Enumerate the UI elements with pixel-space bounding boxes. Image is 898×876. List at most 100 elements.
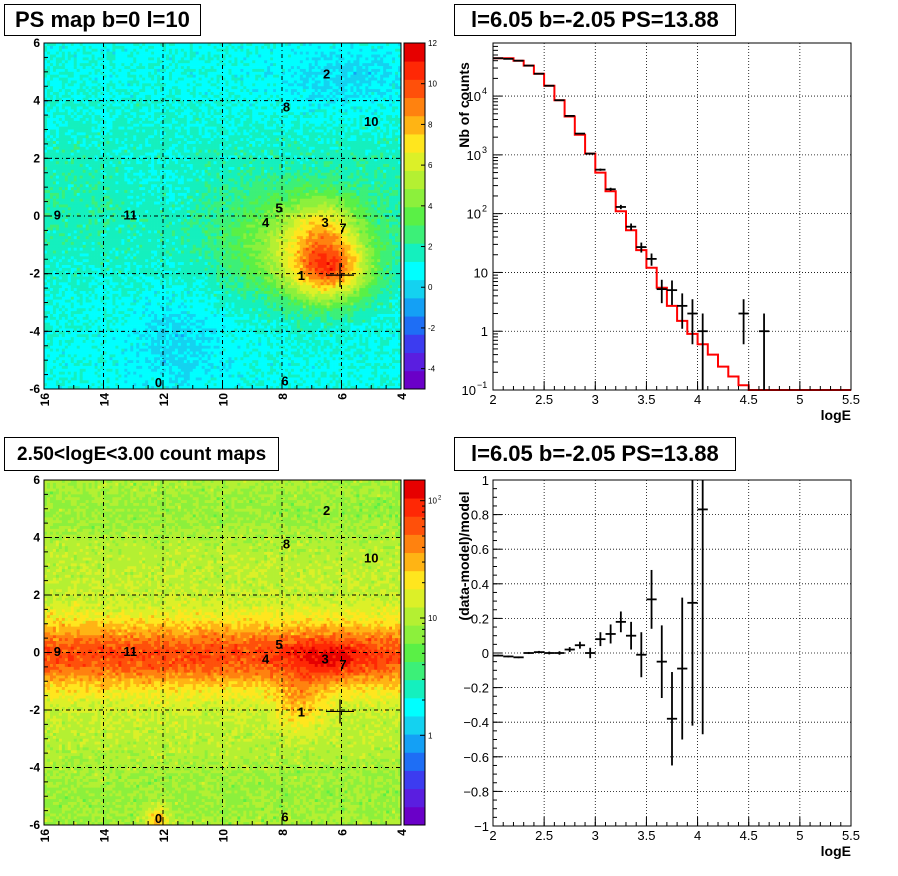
map-cell xyxy=(79,123,84,127)
map-cell xyxy=(264,155,268,159)
map-cell xyxy=(216,120,220,125)
map-cell xyxy=(219,152,223,156)
map-cell xyxy=(103,123,107,127)
map-cell xyxy=(174,54,179,58)
map-cell xyxy=(100,103,104,107)
map-cell xyxy=(204,103,208,107)
map-cell xyxy=(58,135,63,139)
map-cell xyxy=(380,123,384,127)
map-cell xyxy=(207,100,211,104)
map-cell xyxy=(148,138,152,142)
map-cell xyxy=(237,54,241,58)
map-cell xyxy=(302,63,307,67)
map-cell xyxy=(44,112,48,116)
map-cell xyxy=(109,54,113,58)
map-cell xyxy=(237,106,241,110)
map-cell xyxy=(133,60,137,64)
map-cell xyxy=(165,158,170,162)
map-cell xyxy=(109,80,113,84)
map-cell xyxy=(299,120,304,125)
map-cell xyxy=(305,155,310,159)
map-cell xyxy=(216,74,220,78)
map-cell xyxy=(279,97,283,102)
map-cell xyxy=(282,155,286,159)
map-cell xyxy=(255,97,259,102)
map-cell xyxy=(94,94,98,99)
map-cell xyxy=(249,117,253,122)
map-cell xyxy=(320,63,325,67)
map-cell xyxy=(255,115,259,119)
map-cell xyxy=(347,109,351,113)
map-cell xyxy=(151,149,155,153)
map-cell xyxy=(198,71,203,76)
map-cell xyxy=(139,132,143,136)
map-cell xyxy=(362,126,366,130)
map-cell xyxy=(273,80,277,84)
map-cell xyxy=(204,43,208,47)
map-cell xyxy=(115,54,119,58)
map-cell xyxy=(302,152,307,156)
map-cell xyxy=(296,129,301,133)
map-cell xyxy=(121,60,125,64)
map-cell xyxy=(237,109,241,113)
map-cell xyxy=(398,45,402,50)
map-cell xyxy=(130,123,134,127)
map-cell xyxy=(234,77,238,81)
map-cell xyxy=(183,86,188,90)
map-cell xyxy=(377,123,381,127)
map-cell xyxy=(261,135,265,139)
map-cell xyxy=(228,106,232,110)
map-cell xyxy=(374,60,378,64)
map-cell xyxy=(323,45,327,50)
map-cell xyxy=(282,45,286,50)
map-cell xyxy=(49,86,54,90)
map-cell xyxy=(338,86,342,90)
map-cell xyxy=(142,54,146,58)
map-cell xyxy=(73,97,78,102)
map-cell xyxy=(157,126,161,130)
map-cell xyxy=(246,149,250,153)
map-cell xyxy=(177,138,182,142)
map-cell xyxy=(180,152,185,156)
map-cell xyxy=(273,54,277,58)
map-cell xyxy=(142,97,146,102)
map-cell xyxy=(347,54,351,58)
map-cell xyxy=(395,97,399,102)
map-cell xyxy=(139,68,143,73)
map-cell xyxy=(308,109,313,113)
map-cell xyxy=(282,152,286,156)
map-cell xyxy=(302,106,307,110)
map-cell xyxy=(85,138,89,142)
map-cell xyxy=(49,126,54,130)
map-cell xyxy=(145,126,149,130)
map-cell xyxy=(308,97,313,102)
map-cell xyxy=(46,158,51,162)
map-cell xyxy=(160,138,164,142)
map-cell xyxy=(174,106,179,110)
map-cell xyxy=(148,103,152,107)
map-cell xyxy=(252,120,256,125)
map-cell xyxy=(320,149,325,153)
map-cell xyxy=(151,141,155,145)
map-cell xyxy=(171,126,176,130)
map-cell xyxy=(67,158,72,162)
map-cell xyxy=(380,60,384,64)
map-cell xyxy=(222,51,226,55)
map-cell xyxy=(154,132,158,136)
map-cell xyxy=(61,109,66,113)
map-cell xyxy=(374,80,378,84)
map-cell xyxy=(201,43,206,47)
map-cell xyxy=(326,112,330,116)
map-cell xyxy=(347,146,351,151)
map-cell xyxy=(338,109,342,113)
map-cell xyxy=(183,66,188,70)
map-cell xyxy=(356,123,360,127)
map-cell xyxy=(380,77,384,81)
map-cell xyxy=(186,120,191,125)
map-cell xyxy=(323,97,327,102)
map-cell xyxy=(219,103,223,107)
map-cell xyxy=(127,141,131,145)
map-cell xyxy=(165,77,170,81)
map-cell xyxy=(377,60,381,64)
